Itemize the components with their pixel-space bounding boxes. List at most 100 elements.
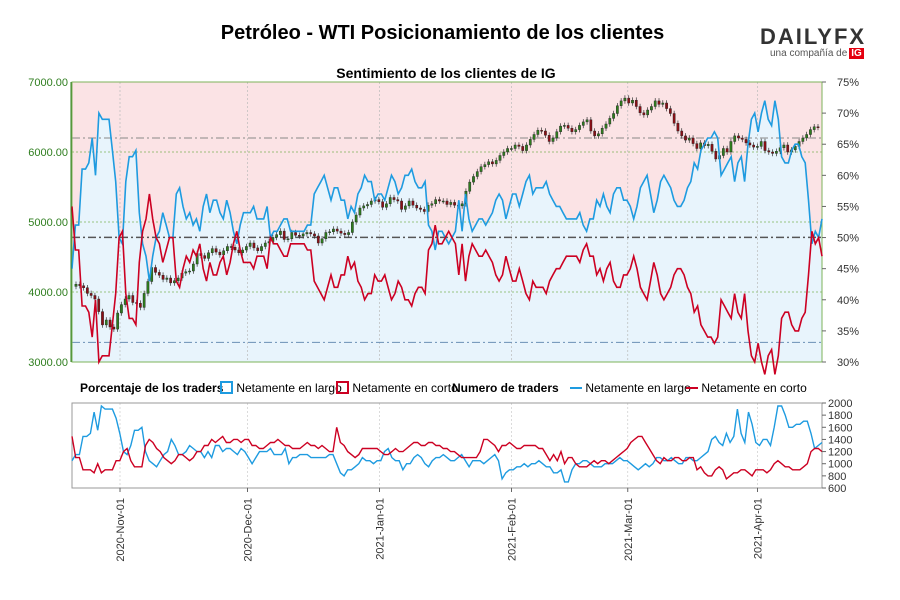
candle-body: [207, 252, 210, 259]
candle-body: [131, 295, 135, 303]
candle-body: [290, 232, 294, 240]
brand-tagline-text: una compañía de: [770, 48, 848, 59]
candle-body: [646, 109, 649, 116]
candle-body: [146, 281, 150, 294]
candle-body: [422, 209, 426, 212]
candle-body: [650, 106, 653, 111]
right-axis-tick-label: 70%: [837, 108, 859, 120]
candle-body: [714, 151, 718, 160]
legend-long: Netamente en largo: [220, 381, 342, 395]
candle-body: [434, 199, 437, 205]
candle-body: [475, 171, 479, 177]
candle-body: [483, 164, 487, 167]
short-percent-line: [71, 193, 823, 375]
right-axis-tick-label: 60%: [837, 170, 859, 182]
candle-body: [756, 146, 759, 148]
candle-body: [672, 113, 676, 124]
candle-body: [706, 144, 710, 146]
candle-body: [404, 205, 407, 210]
candle-body: [161, 275, 165, 280]
candle-body: [665, 102, 668, 109]
candle-body: [385, 203, 388, 208]
bottom-right-tick-label: 1800: [828, 410, 852, 422]
candle-body: [101, 311, 104, 326]
candle-body: [528, 139, 532, 146]
candle-body: [725, 148, 729, 153]
candle-body: [309, 232, 313, 235]
candle-body: [438, 199, 441, 202]
candle-body: [793, 146, 797, 151]
left-axis-tick-label: 4000.00: [28, 287, 68, 299]
candle-body: [812, 126, 816, 130]
candle-body: [597, 133, 600, 137]
candle-body: [608, 118, 612, 125]
candle-body: [176, 277, 180, 281]
candle-body: [241, 249, 244, 253]
left-axis-tick-label: 3000.00: [28, 357, 68, 369]
candle-body: [661, 102, 665, 105]
brand-right: FX: [833, 24, 867, 49]
chart-title: Petróleo - WTI Posicionamiento de los cl…: [220, 22, 665, 44]
candle-body: [479, 166, 483, 172]
candle-body: [248, 242, 252, 247]
candle-body: [445, 200, 449, 205]
candle-body: [339, 230, 343, 234]
candle-body: [722, 148, 725, 156]
candle-body: [551, 137, 555, 142]
bottom-right-tick-label: 1200: [828, 447, 852, 459]
dailyfx-logo: DAILYFX: [760, 24, 866, 50]
candle-body: [604, 123, 608, 129]
candle-body: [169, 277, 172, 284]
brand-tagline: una compañía de IG: [770, 48, 864, 59]
candle-body: [517, 144, 521, 147]
candle-body: [263, 242, 267, 247]
x-axis-tick-label: 2021-Mar-01: [623, 498, 635, 561]
candle-body: [154, 267, 157, 273]
candle-body: [400, 200, 403, 210]
candle-body: [536, 130, 540, 135]
candle-body: [407, 200, 411, 207]
candle-body: [313, 233, 316, 237]
candle-body: [343, 232, 347, 235]
candle-body: [233, 246, 237, 251]
legend-count-short: Netamente en corto: [686, 381, 807, 395]
candle-body: [74, 284, 78, 287]
candle-body: [487, 161, 490, 165]
candle-body: [388, 197, 392, 205]
candle-body: [210, 248, 214, 254]
candle-body: [687, 137, 691, 141]
candle-body: [415, 204, 419, 209]
bottom-right-tick-label: 2000: [828, 398, 852, 410]
brand-left: DAILY: [760, 24, 834, 49]
candle-body: [767, 150, 771, 153]
right-axis-tick-label: 75%: [837, 77, 859, 89]
candle-body: [214, 248, 218, 253]
candle-body: [192, 263, 195, 272]
candle-body: [506, 148, 509, 153]
candle-body: [581, 121, 585, 126]
candle-body: [733, 135, 737, 142]
candle-body: [320, 238, 324, 244]
candle-body: [226, 246, 229, 251]
candle-body: [653, 100, 657, 107]
left-axis-tick-label: 5000.00: [28, 217, 68, 229]
candle-body: [513, 144, 517, 149]
bottom-right-tick-label: 1600: [828, 422, 852, 434]
candle-body: [578, 125, 581, 130]
candle-body: [510, 148, 513, 150]
candle-body: [305, 232, 309, 235]
candle-body: [540, 130, 543, 132]
candle-body: [328, 231, 331, 234]
candle-body: [218, 251, 222, 256]
candle-body: [120, 304, 123, 314]
candle-body: [335, 228, 339, 232]
candle-body: [740, 137, 744, 140]
right-axis-tick-label: 40%: [837, 295, 859, 307]
candle-body: [127, 295, 131, 300]
legend-short-label: Netamente en corto: [352, 381, 458, 395]
candle-body: [691, 137, 695, 144]
candle-body: [669, 108, 672, 114]
candle-body: [502, 151, 506, 156]
candle-body: [298, 235, 301, 237]
candle-body: [377, 199, 381, 202]
